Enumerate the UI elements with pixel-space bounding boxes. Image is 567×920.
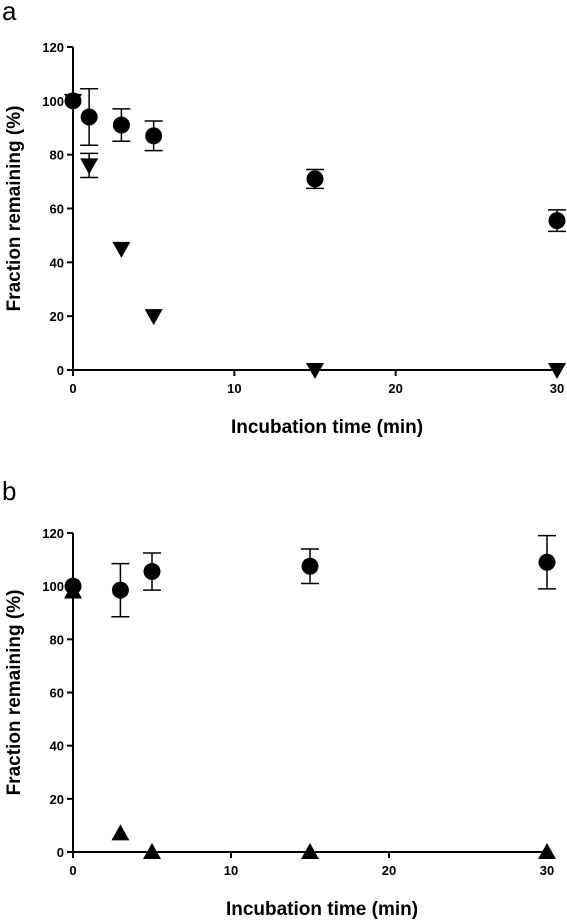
data-point-circle: [80, 108, 98, 126]
y-axis-title: Fraction remaining (%): [4, 106, 25, 312]
panel-a-letter: a: [2, 0, 17, 26]
chart-panel-b: 0 20 40 60 80 100 120 0 10 20 30 Incubation time (m…: [4, 526, 556, 920]
data-point-triangle-up: [301, 843, 319, 859]
x-tick-label: 0: [69, 381, 76, 396]
data-point-circle: [112, 116, 130, 134]
data-point-triangle-up: [143, 843, 161, 859]
data-point-triangle-up: [111, 824, 130, 841]
y-tick-label: 120: [42, 40, 64, 55]
y-tick-label: 60: [50, 202, 64, 217]
x-axis-title: Incubation time (min): [226, 899, 418, 920]
y-tick-label: 120: [42, 526, 64, 541]
y-tick-label: 60: [50, 686, 64, 701]
data-point-circle: [111, 581, 129, 599]
data-point-circle: [306, 170, 324, 188]
y-tick-label: 0: [57, 845, 64, 860]
data-point-triangle-down: [112, 241, 131, 258]
x-tick-label: 20: [382, 863, 396, 878]
x-tick-label: 0: [69, 863, 76, 878]
data-point-triangle-down: [306, 363, 324, 379]
x-tick-label: 20: [388, 381, 402, 396]
data-point-circle: [145, 127, 163, 145]
y-tick-label: 100: [42, 94, 64, 109]
y-tick-label: 100: [42, 579, 64, 594]
y-axis-title: Fraction remaining (%): [4, 590, 25, 796]
data-point-triangle-down: [80, 158, 99, 175]
y-tick-label: 80: [50, 148, 64, 163]
y-tick-label: 40: [50, 739, 64, 754]
data-point-circle: [143, 563, 161, 581]
y-tick-label: 20: [50, 792, 64, 807]
data-point-triangle-up: [538, 843, 556, 859]
y-tick-label: 20: [50, 309, 64, 324]
x-tick-label: 10: [224, 863, 238, 878]
y-tick-label: 0: [57, 363, 64, 378]
x-tick-label: 30: [550, 381, 564, 396]
chart-panel-a: 0 20 40 60 80 100 120 0 10 20 30 Incubation time (m…: [4, 40, 566, 438]
x-tick-label: 30: [540, 863, 554, 878]
y-tick-label: 40: [50, 255, 64, 270]
x-axis-title: Incubation time (min): [231, 417, 423, 438]
panel-b-letter: b: [2, 476, 17, 506]
data-point-circle: [301, 557, 319, 575]
data-point-circle: [64, 577, 82, 595]
data-point-triangle-down: [144, 309, 163, 326]
data-point-circle: [548, 212, 566, 230]
data-point-circle: [538, 553, 556, 571]
x-tick-label: 10: [227, 381, 241, 396]
data-point-circle: [64, 92, 82, 110]
y-tick-label: 80: [50, 632, 64, 647]
data-point-triangle-down: [548, 363, 566, 379]
